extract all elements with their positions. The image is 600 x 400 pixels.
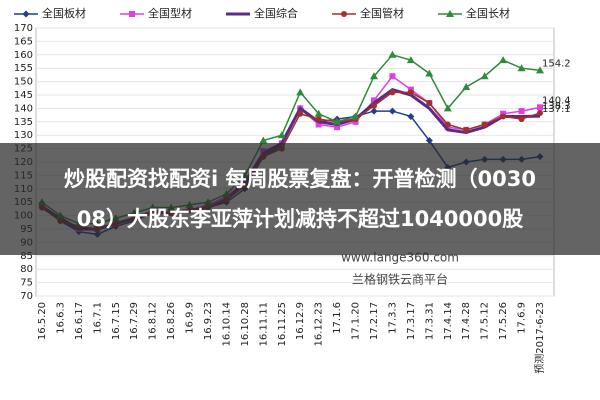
legend-label: 全国板材	[42, 6, 86, 20]
x-tick-label: 17.1.6	[332, 302, 343, 334]
x-tick-label: 16.7.15	[111, 302, 122, 340]
y-tick-label: 140	[14, 103, 33, 114]
marker	[314, 109, 323, 117]
value-label: 154.2	[542, 58, 571, 69]
marker	[518, 108, 525, 115]
marker	[517, 64, 526, 72]
x-tick-label: 16.6.3	[55, 302, 66, 334]
marker	[444, 121, 451, 128]
x-tick-label: 17.3.17	[406, 302, 417, 340]
y-tick-label: 160	[14, 50, 33, 61]
y-tick-label: 145	[14, 90, 33, 101]
x-tick-label: 16.11.25	[277, 302, 288, 347]
x-tick-label: 预测2017-6-23	[533, 302, 546, 374]
banner: 炒股配资找配资i 每周股票复盘：开普检测（0030 08）大股东李亚萍计划减持不…	[0, 143, 600, 255]
y-tick-label: 170	[14, 23, 33, 34]
marker	[518, 116, 525, 123]
marker	[426, 100, 433, 107]
marker	[389, 73, 396, 80]
marker	[536, 66, 544, 74]
x-tick-label: 17.5.12	[480, 302, 491, 340]
x-tick-label: 16.8.26	[166, 302, 177, 340]
marker	[297, 110, 304, 117]
legend-label: 全国管材	[360, 6, 404, 20]
y-tick-label: 80	[20, 264, 33, 275]
y-tick-label: 155	[14, 63, 33, 74]
x-tick-label: 17.6.9	[517, 302, 528, 334]
y-tick-label: 135	[14, 117, 33, 128]
x-tick-label: 16.9.9	[185, 302, 196, 334]
y-tick-label: 85	[20, 251, 33, 262]
marker	[370, 72, 378, 80]
x-tick-label: 17.3.31	[424, 302, 435, 340]
y-tick-label: 75	[20, 278, 33, 289]
x-tick-label: 16.12.23	[314, 302, 325, 347]
legend-label: 全国综合	[254, 6, 298, 20]
marker	[22, 10, 30, 18]
marker	[406, 56, 415, 64]
marker	[296, 88, 305, 96]
x-tick-label: 17.2.17	[369, 302, 380, 340]
banner-line: 08）大股东李亚萍计划减持不超过1040000股	[76, 207, 524, 231]
marker	[425, 137, 433, 145]
marker	[446, 10, 454, 17]
x-tick-label: 17.5.26	[498, 302, 509, 340]
marker	[341, 11, 347, 17]
x-tick-label: 17.4.14	[443, 302, 454, 340]
x-tick-label: 16.10.28	[240, 302, 251, 347]
marker	[388, 107, 396, 115]
x-tick-label: 17.1.20	[351, 302, 362, 340]
x-tick-label: 16.6.17	[74, 302, 85, 340]
marker	[425, 69, 434, 77]
marker	[315, 116, 322, 123]
marker	[129, 11, 135, 17]
x-tick-label: 17.4.28	[461, 302, 472, 340]
marker	[480, 72, 489, 80]
x-tick-label: 16.10.14	[221, 302, 232, 347]
x-tick-label: 16.7.1	[92, 302, 103, 334]
x-tick-label: 16.11.11	[258, 302, 269, 347]
value-label: 137.1	[542, 104, 571, 115]
marker	[333, 117, 342, 125]
value-label: 138.3	[542, 101, 571, 112]
marker	[481, 121, 488, 128]
marker	[388, 50, 397, 58]
marker	[371, 97, 377, 104]
value-label: 140.4	[542, 95, 571, 106]
y-tick-label: 130	[14, 130, 33, 141]
x-tick-label: 16.12.9	[295, 302, 306, 340]
marker	[537, 109, 543, 116]
watermark: 兰格钢铁云商平台	[352, 272, 448, 287]
marker	[462, 82, 471, 90]
legend-label: 全国长材	[466, 6, 510, 20]
banner-line: 炒股配资找配资i 每周股票复盘：开普检测（0030	[64, 167, 536, 191]
marker	[463, 126, 470, 133]
legend-label: 全国型材	[148, 6, 192, 20]
x-tick-label: 16.7.29	[129, 302, 140, 340]
marker	[370, 107, 378, 115]
marker	[537, 104, 543, 111]
marker	[351, 112, 360, 120]
marker	[277, 131, 286, 139]
marker	[259, 136, 268, 144]
marker	[407, 89, 414, 96]
y-tick-label: 70	[20, 291, 33, 302]
marker	[407, 112, 415, 120]
y-tick-label: 165	[14, 36, 33, 47]
marker	[389, 89, 396, 96]
x-tick-label: 17.3.3	[387, 302, 398, 334]
marker	[500, 113, 507, 120]
marker	[315, 121, 322, 128]
marker	[443, 104, 452, 112]
x-tick-label: 16.5.20	[37, 302, 48, 340]
marker	[371, 102, 377, 109]
marker	[499, 56, 508, 64]
y-tick-label: 150	[14, 77, 33, 88]
x-tick-label: 16.8.12	[148, 302, 159, 340]
x-tick-label: 16.9.23	[203, 302, 214, 340]
marker	[334, 124, 341, 131]
